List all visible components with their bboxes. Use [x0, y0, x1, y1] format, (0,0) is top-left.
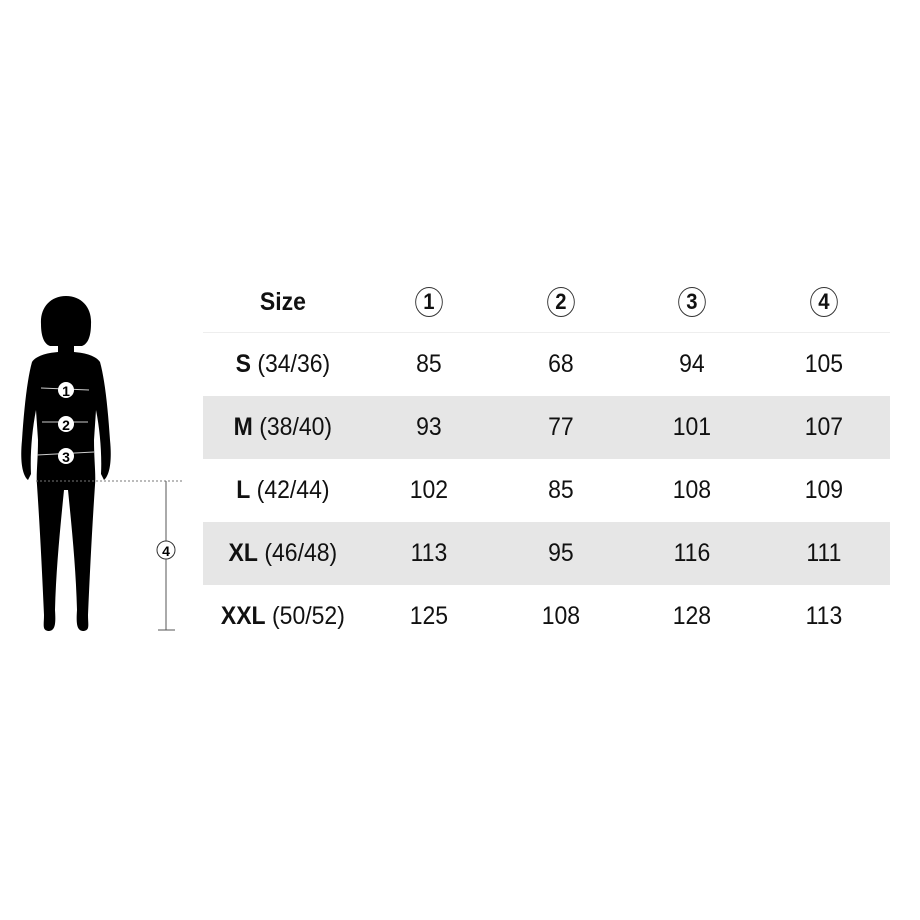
- measure-value: 108: [541, 602, 580, 630]
- measure-value: 85: [547, 476, 574, 504]
- measure-value: 95: [547, 539, 574, 567]
- svg-text:2: 2: [62, 417, 70, 433]
- svg-text:4: 4: [162, 543, 170, 559]
- measure-value: 108: [673, 476, 712, 504]
- measure-value: 93: [415, 413, 442, 441]
- size-header: Size: [259, 287, 306, 316]
- measure-3-header: 3: [678, 287, 707, 317]
- size-label: XXL (50/52): [220, 602, 345, 630]
- table-row: XL (46/48) 113 95 116 111: [203, 522, 890, 585]
- size-chart-table: Size 1 2 3 4 S (34/36) 85 68 94 105 M (38/40)…: [203, 272, 890, 648]
- table-row: S (34/36) 85 68 94 105: [203, 333, 890, 396]
- measure-value: 113: [410, 539, 447, 567]
- measure-value: 111: [806, 539, 842, 567]
- measure-value: 109: [804, 476, 844, 504]
- measure-value: 94: [679, 350, 706, 378]
- measure-2-header: 2: [546, 287, 575, 317]
- svg-text:1: 1: [62, 383, 70, 399]
- size-label: L (42/44): [236, 476, 330, 504]
- measure-value: 85: [415, 350, 442, 378]
- measure-value: 101: [673, 413, 712, 441]
- measure-value: 102: [409, 476, 448, 504]
- table-row: M (38/40) 93 77 101 107: [203, 396, 890, 459]
- measure-value: 68: [547, 350, 574, 378]
- measure-value: 77: [547, 413, 574, 441]
- measure-value: 107: [804, 413, 844, 441]
- svg-text:3: 3: [62, 449, 70, 465]
- size-label: S (34/36): [235, 350, 331, 378]
- measure-4-header: 4: [810, 287, 838, 317]
- table-row: XXL (50/52) 125 108 128 113: [203, 585, 890, 648]
- size-label: XL (46/48): [228, 539, 338, 567]
- table-header: Size 1 2 3 4: [203, 272, 890, 333]
- measure-value: 125: [409, 602, 448, 630]
- measure-value: 113: [805, 602, 843, 630]
- measure-value: 128: [673, 602, 712, 630]
- measure-value: 105: [804, 350, 844, 378]
- measure-value: 116: [673, 539, 711, 567]
- size-label: M (38/40): [233, 413, 333, 441]
- marker-icons: 1 2 3: [58, 382, 74, 465]
- measure-1-header: 1: [414, 287, 443, 317]
- body-silhouette-figure: 1 2 3 4: [21, 296, 184, 631]
- table-row: L (42/44) 102 85 108 109: [203, 459, 890, 522]
